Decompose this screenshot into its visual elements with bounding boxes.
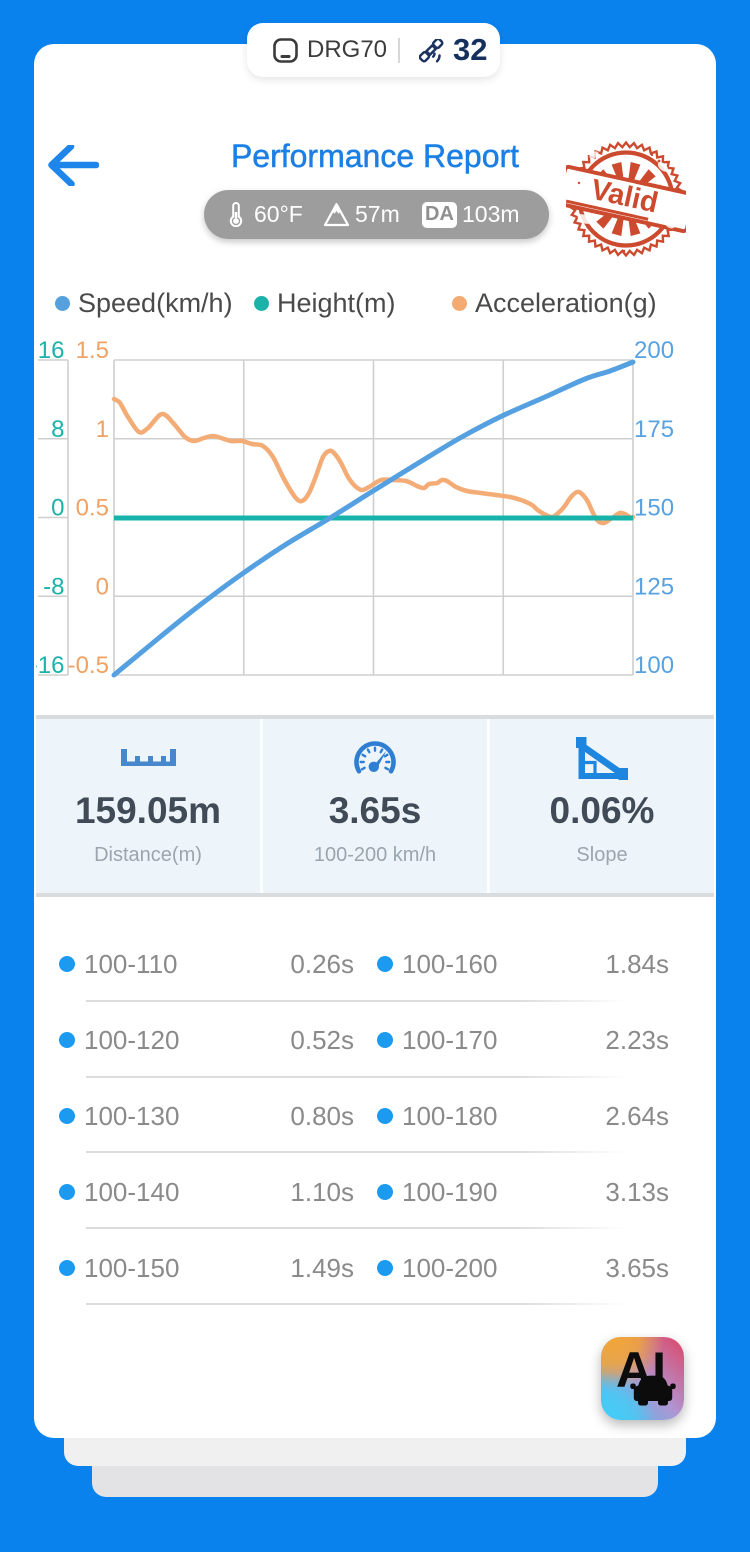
svg-text:-0.5: -0.5 [68, 652, 109, 679]
svg-text:150: 150 [634, 495, 674, 522]
svg-text:175: 175 [634, 416, 674, 443]
svg-text:8: 8 [51, 416, 64, 443]
svg-text:0: 0 [51, 495, 64, 522]
svg-text:-16: -16 [36, 652, 65, 679]
svg-text:125: 125 [634, 573, 674, 600]
svg-text:0: 0 [96, 573, 109, 600]
svg-text:16: 16 [38, 337, 65, 364]
svg-text:1.5: 1.5 [76, 337, 109, 364]
svg-text:1: 1 [96, 416, 109, 443]
svg-text:-8: -8 [43, 573, 64, 600]
svg-text:100: 100 [634, 652, 674, 679]
svg-text:200: 200 [634, 337, 674, 364]
svg-text:0.5: 0.5 [76, 495, 109, 522]
